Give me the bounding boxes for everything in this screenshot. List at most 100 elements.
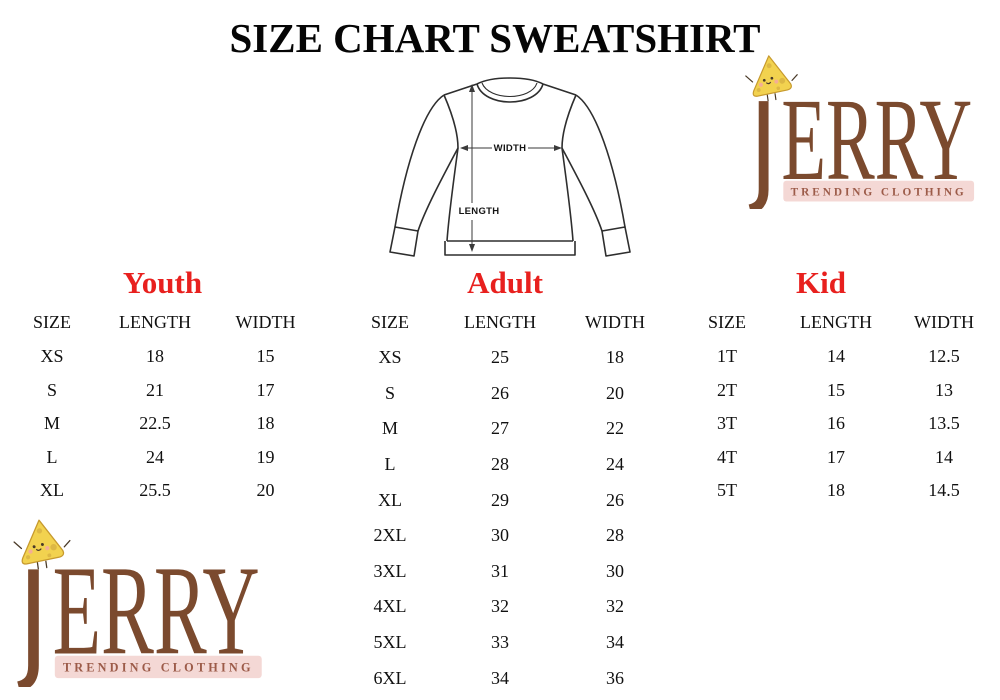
table-row: L 24 19 — [15, 441, 310, 475]
size-table-youth: Youth SIZE LENGTH WIDTH XS 18 15 S 21 17 M 22.5… — [15, 263, 310, 508]
size-cell: XL — [378, 489, 402, 510]
tagline-band — [783, 180, 975, 202]
wordmark-j-letter — [17, 569, 39, 687]
collar-top-line — [476, 77, 544, 85]
size-cell: S — [384, 382, 395, 403]
left-sleeve-inner — [417, 147, 459, 232]
length-cell: 28 — [491, 454, 509, 475]
brand-logo-top-right: ERRY TRENDING CLOTHING — [742, 52, 978, 210]
width-cell: 34 — [606, 632, 624, 653]
length-cell: 18 — [146, 346, 164, 367]
size-cell: L — [384, 454, 396, 475]
size-cell: XS — [40, 346, 64, 367]
width-cell: 32 — [606, 596, 624, 617]
adult-table-body: XS 25 18 S 26 20 M 27 22 L 28 24 XL 29 26 2XL 30 28 3XL 31 3… — [350, 340, 660, 696]
col-header-size: SIZE — [708, 312, 746, 332]
size-table-adult: Adult SIZE LENGTH WIDTH XS 25 18 S 26 20 M 27 22… — [350, 263, 660, 696]
size-cell: M — [381, 418, 398, 439]
size-cell: 3XL — [373, 560, 407, 581]
length-cell: 29 — [491, 489, 509, 510]
width-cell: 17 — [256, 379, 275, 400]
cheese-mascot-icon — [745, 55, 798, 102]
brand-tagline: TRENDING CLOTHING — [791, 187, 967, 199]
size-cell: M — [43, 413, 60, 434]
collar-inner-line — [481, 82, 538, 97]
jerry-logo: ERRY TRENDING CLOTHING — [13, 519, 262, 687]
width-cell: 24 — [606, 454, 624, 475]
table-row: 4XL 32 32 — [350, 589, 660, 625]
length-arrow: LENGTH — [459, 84, 500, 252]
length-label: LENGTH — [459, 206, 500, 217]
size-cell: XL — [40, 480, 64, 501]
width-cell: 18 — [256, 413, 275, 434]
length-cell: 21 — [146, 379, 164, 400]
adult-header-row: SIZE LENGTH WIDTH — [350, 305, 660, 340]
tagline-band — [54, 655, 262, 679]
width-cell: 14.5 — [928, 480, 960, 501]
table-row: 2T 15 13 — [680, 374, 990, 408]
right-cuff — [601, 226, 631, 257]
size-cell: XS — [378, 347, 402, 368]
table-row: XS 25 18 — [350, 340, 660, 376]
table-row: S 21 17 — [15, 374, 310, 408]
width-label: WIDTH — [494, 143, 527, 154]
right-sleeve-inner — [561, 147, 603, 232]
size-cell: 6XL — [373, 667, 407, 688]
table-row: 5T 18 14.5 — [680, 474, 990, 508]
collar-outer-line — [476, 83, 544, 103]
right-body-side — [561, 94, 577, 242]
length-cell: 18 — [827, 480, 845, 501]
size-cell: 5T — [717, 480, 737, 501]
sweatshirt-diagram: WIDTH LENGTH — [380, 74, 640, 266]
youth-table-title: Youth — [122, 265, 203, 300]
width-cell: 15 — [256, 346, 275, 367]
kid-header-row: SIZE LENGTH WIDTH — [680, 305, 990, 340]
col-header-size: SIZE — [33, 312, 71, 332]
size-cell: 4T — [717, 446, 737, 467]
table-row: XS 18 15 — [15, 340, 310, 374]
wordmark-j-letter — [748, 101, 769, 210]
size-cell: 3T — [717, 413, 737, 434]
length-cell: 14 — [827, 346, 845, 367]
size-cell: 2XL — [373, 525, 407, 546]
width-cell: 22 — [606, 418, 624, 439]
right-sleeve-outer — [575, 94, 626, 228]
width-cell: 20 — [256, 480, 275, 501]
col-header-width: WIDTH — [585, 312, 645, 332]
table-row: M 27 22 — [350, 411, 660, 447]
length-cell: 30 — [491, 525, 509, 546]
adult-table-title: Adult — [467, 265, 543, 300]
kid-table-body: 1T 14 12.5 2T 15 13 3T 16 13.5 4T 17 14 5T 18 14.5 — [680, 340, 990, 508]
cheese-mascot-icon — [13, 519, 71, 570]
length-cell: 33 — [491, 632, 509, 653]
length-cell: 15 — [827, 379, 845, 400]
width-cell: 28 — [606, 525, 624, 546]
length-arrow-top-head — [469, 84, 475, 92]
length-arrow-bottom-head — [469, 244, 475, 252]
jerry-logo: ERRY TRENDING CLOTHING — [745, 55, 975, 210]
brand-tagline: TRENDING CLOTHING — [63, 661, 254, 675]
hem-band — [444, 241, 576, 256]
length-cell: 25.5 — [139, 480, 171, 501]
col-header-width: WIDTH — [235, 312, 296, 332]
width-arrow-left-head — [460, 145, 468, 151]
sweatshirt-drawing-icon: WIDTH LENGTH — [389, 77, 631, 257]
size-table-kid: Kid SIZE LENGTH WIDTH 1T 14 12.5 2T 15 13 3T 16… — [680, 263, 990, 508]
width-cell: 36 — [606, 667, 624, 688]
kid-table-title: Kid — [796, 265, 846, 300]
length-cell: 16 — [827, 413, 845, 434]
col-header-size: SIZE — [371, 312, 409, 332]
brand-logo-bottom-left: ERRY TRENDING CLOTHING — [10, 516, 266, 687]
left-cuff — [389, 226, 419, 257]
table-row: 4T 17 14 — [680, 441, 990, 475]
table-row: 1T 14 12.5 — [680, 340, 990, 374]
width-cell: 13.5 — [928, 413, 960, 434]
shoulder-lines — [443, 83, 577, 96]
table-row: 5XL 33 34 — [350, 625, 660, 661]
width-arrow-right-head — [554, 145, 562, 151]
size-cell: L — [46, 446, 58, 467]
youth-table-body: XS 18 15 S 21 17 M 22.5 18 L 24 19 XL 25.5 20 — [15, 340, 310, 508]
size-cell: 2T — [717, 379, 737, 400]
table-row: L 28 24 — [350, 447, 660, 483]
